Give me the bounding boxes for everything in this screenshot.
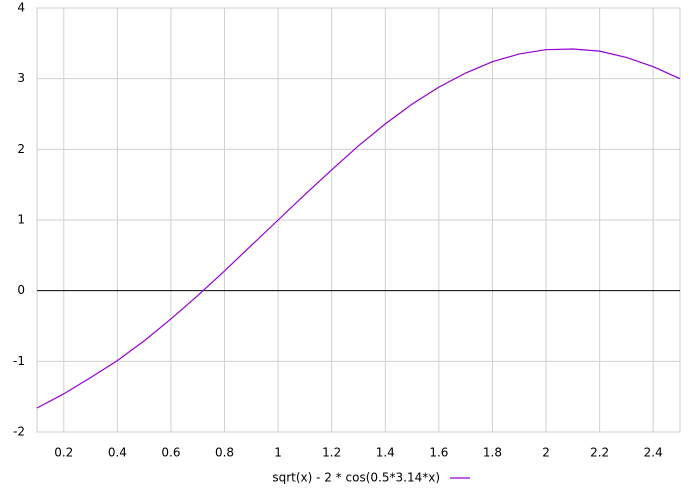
y-tick-label: -1 (13, 354, 25, 368)
x-tick-label: 2.2 (590, 446, 609, 460)
x-tick-label: 0.6 (161, 446, 180, 460)
x-tick-label: 1.2 (322, 446, 341, 460)
y-tick-label: 2 (17, 142, 25, 156)
x-tick-label: 0.2 (54, 446, 73, 460)
x-tick-label: 1 (274, 446, 282, 460)
y-tick-label: -2 (13, 425, 25, 439)
x-tick-label: 1.8 (483, 446, 502, 460)
x-tick-label: 0.8 (215, 446, 234, 460)
x-tick-label: 1.4 (376, 446, 395, 460)
y-tick-label: 0 (17, 283, 25, 297)
x-tick-label: 0.4 (108, 446, 127, 460)
x-tick-label: 2.4 (644, 446, 663, 460)
x-tick-label: 1.6 (429, 446, 448, 460)
y-tick-label: 1 (17, 213, 25, 227)
y-tick-label: 4 (17, 1, 25, 15)
y-tick-label: 3 (17, 71, 25, 85)
data-line (36, 48, 681, 409)
x-tick-label: 2 (542, 446, 550, 460)
legend-label: sqrt(x) - 2 * cos(0.5*3.14*x) (272, 471, 440, 485)
